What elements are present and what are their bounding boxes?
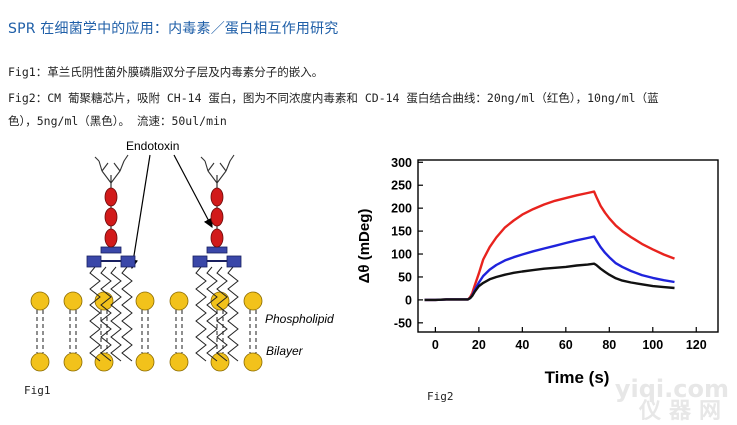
sugar-unit [210,187,224,207]
core-bar [206,246,228,254]
o-antigen-branch [200,154,235,184]
lipid-head-top [243,291,263,311]
phospholipid-label: Phospholipid [265,312,334,326]
lipid-head-bottom [94,352,114,372]
sugar-unit [104,207,118,227]
lipid-a-chain [121,266,133,362]
x-tick-label: 0 [432,338,439,352]
lipid-a-chain [100,266,112,362]
lipid-head-top [63,291,83,311]
y-tick-label: 0 [405,293,412,307]
x-tick-label: 100 [642,338,663,352]
lipid-head-top [135,291,155,311]
x-tick-label: 120 [686,338,707,352]
y-tick-label: 150 [391,225,412,239]
fig2-label: Fig2 [427,390,454,403]
endotoxin-arrow-right [173,154,213,229]
endotoxin-arrow-left [128,154,151,270]
y-tick-label: 300 [391,156,412,170]
lipid-a-chain [227,266,239,362]
lipid-a-chain [206,266,218,362]
lipid-a-block [192,255,208,268]
bilayer-label: Bilayer [266,344,304,358]
x-tick-label: 80 [602,338,616,352]
fig1-diagram: Endotoxin Phospholipid Bilayer [30,139,334,372]
fig2-caption-line1: Fig2：CM 葡聚糖芯片，吸附 CH-14 蛋白，图为不同浓度内毒素和 CD-… [8,91,659,105]
lipid-head-bottom [135,352,155,372]
lipid-a-block [120,255,136,268]
watermark: yiqi.com 仪器网 [615,377,729,423]
x-tick-label: 20 [472,338,486,352]
o-antigen-branch [94,154,129,184]
y-axis-label: Δθ (mDeg) [356,209,373,284]
endotoxin-label: Endotoxin [126,139,179,153]
fig2-chart: 0 20 40 60 80 100 120 -50 0 50 100 150 200 250 300 Tim… [356,156,719,387]
y-tick-label: 100 [391,248,412,262]
lipid-a-chain [110,266,122,362]
sugar-unit [104,228,118,248]
x-axis-label: Time (s) [545,368,610,387]
lipid-head-top [30,291,50,311]
series-line-3 [424,262,675,302]
sugar-unit [104,187,118,207]
lipid-head-bottom [243,352,263,372]
sugar-unit [210,228,224,248]
sugar-unit [210,207,224,227]
lipid-head-bottom [63,352,83,372]
watermark-line2: 仪器网 [638,399,729,424]
lipid-a-chain [89,266,101,362]
lipid-a-block [226,255,242,268]
lipid-a-chain [216,266,228,362]
fig1-caption: Fig1：革兰氏阴性菌外膜磷脂双分子层及内毒素分子的嵌入。 [8,65,324,79]
y-tick-label: -50 [394,316,412,330]
y-tick-label: 200 [391,202,412,216]
x-tick-label: 60 [559,338,573,352]
lipid-head-bottom [30,352,50,372]
watermark-line1: yiqi.com [614,375,729,403]
lipid-head-top [169,291,189,311]
plot-frame [417,159,719,333]
lipid-a-chain [195,266,207,362]
lipid-a-block [86,255,102,268]
y-tick-label: 250 [391,179,412,193]
lipid-head-bottom [169,352,189,372]
y-tick-label: 50 [398,270,412,284]
core-bar [100,246,122,254]
x-tick-label: 40 [515,338,529,352]
membrane-structure [30,154,263,372]
lipid-head-bottom [210,352,230,372]
fig1-label: Fig1 [24,384,51,397]
fig2-caption-line2: 色），5ng/ml（黑色）。 流速：50ul/min [8,114,227,128]
page-title: SPR 在细菌学中的应用：内毒素／蛋白相互作用研究 [8,21,339,37]
